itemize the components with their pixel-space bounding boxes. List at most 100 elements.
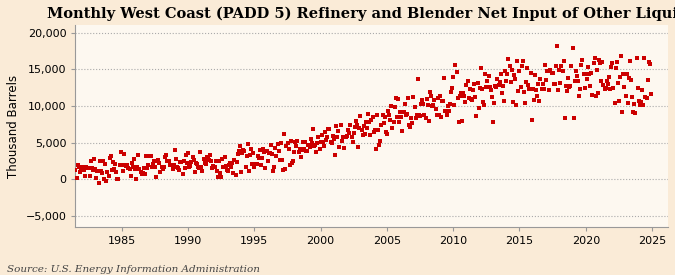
Point	[180, 166, 190, 170]
Point	[608, 86, 619, 90]
Point	[346, 135, 357, 140]
Point	[74, 165, 84, 169]
Point	[563, 76, 574, 80]
Point	[89, 157, 100, 162]
Point	[204, 158, 215, 162]
Point	[619, 84, 630, 89]
Point	[192, 161, 202, 166]
Point	[238, 147, 248, 152]
Point	[632, 86, 643, 90]
Point	[140, 172, 151, 176]
Point	[113, 177, 124, 182]
Point	[472, 81, 483, 85]
Point	[454, 94, 465, 98]
Point	[65, 168, 76, 172]
Point	[265, 151, 275, 156]
Point	[421, 116, 431, 120]
Point	[317, 140, 328, 145]
Point	[281, 144, 292, 148]
Point	[579, 85, 590, 90]
Point	[117, 168, 128, 173]
Point	[605, 87, 616, 91]
Point	[388, 120, 399, 125]
Point	[167, 167, 178, 172]
Point	[555, 81, 566, 85]
Point	[251, 162, 262, 167]
Point	[200, 162, 211, 166]
Point	[617, 109, 628, 114]
Point	[314, 147, 325, 151]
Point	[215, 170, 225, 175]
Point	[350, 125, 360, 129]
Point	[487, 119, 498, 124]
Point	[423, 103, 433, 108]
Point	[136, 172, 147, 176]
Point	[165, 163, 176, 167]
Point	[636, 99, 647, 104]
Point	[473, 106, 484, 110]
Point	[503, 57, 514, 61]
Point	[532, 94, 543, 98]
Point	[209, 164, 220, 169]
Point	[225, 161, 236, 165]
Point	[317, 133, 327, 138]
Point	[560, 83, 571, 88]
Point	[423, 119, 434, 123]
Point	[153, 158, 163, 162]
Point	[378, 121, 389, 125]
Point	[612, 60, 622, 64]
Point	[638, 103, 649, 108]
Point	[313, 134, 324, 139]
Point	[352, 122, 362, 127]
Point	[373, 128, 383, 132]
Point	[100, 162, 111, 167]
Point	[256, 163, 267, 167]
Point	[244, 169, 254, 173]
Point	[562, 89, 572, 94]
Point	[560, 116, 570, 120]
Point	[591, 68, 602, 72]
Point	[282, 141, 293, 145]
Point	[218, 165, 229, 169]
Point	[545, 68, 556, 72]
Point	[227, 161, 238, 165]
Point	[101, 179, 112, 184]
Point	[265, 143, 276, 147]
Point	[201, 155, 212, 159]
Point	[534, 98, 545, 103]
Point	[558, 59, 569, 64]
Point	[119, 163, 130, 168]
Point	[161, 153, 171, 157]
Point	[83, 166, 94, 170]
Point	[84, 173, 95, 178]
Point	[390, 96, 401, 101]
Point	[462, 78, 473, 83]
Point	[135, 170, 146, 174]
Point	[225, 165, 236, 169]
Point	[492, 77, 503, 82]
Point	[564, 85, 574, 89]
Point	[481, 85, 492, 90]
Point	[410, 116, 421, 121]
Point	[110, 161, 121, 166]
Point	[187, 155, 198, 159]
Point	[275, 141, 286, 145]
Point	[229, 158, 240, 162]
Point	[515, 84, 526, 89]
Point	[454, 120, 464, 124]
Point	[72, 163, 83, 167]
Point	[360, 132, 371, 137]
Point	[253, 156, 264, 161]
Point	[535, 77, 546, 81]
Point	[336, 139, 347, 144]
Point	[489, 101, 500, 105]
Point	[109, 166, 119, 171]
Point	[533, 82, 543, 87]
Point	[147, 161, 158, 166]
Point	[412, 77, 423, 81]
Point	[587, 93, 598, 98]
Point	[385, 117, 396, 122]
Point	[174, 168, 185, 172]
Point	[355, 114, 366, 118]
Point	[610, 66, 621, 71]
